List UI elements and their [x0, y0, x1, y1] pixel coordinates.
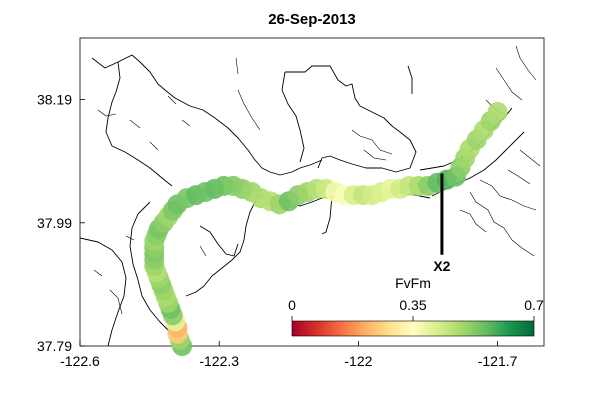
colorbar-gradient — [291, 320, 535, 337]
x-tick-label: -122 — [344, 353, 372, 369]
colorbar-tick-label: 0.7 — [524, 297, 544, 313]
county-boundary-3 — [321, 195, 333, 235]
shoreline-south-2 — [129, 201, 179, 341]
coastline-north — [105, 61, 173, 187]
colorbar-label: FvFm — [395, 275, 431, 291]
chart-title: 26-Sep-2013 — [268, 11, 356, 28]
x-tick-label: -121.7 — [478, 353, 518, 369]
inner-bay — [93, 57, 261, 315]
sample-points — [144, 101, 508, 356]
colorbar: FvFm 0 0.35 0.7 — [288, 275, 544, 337]
shoreline-south — [80, 237, 127, 346]
colorbar-tick-label: 0.35 — [399, 297, 426, 313]
coastline-west — [91, 54, 323, 176]
county-boundary-2 — [281, 71, 305, 163]
county-boundary — [285, 65, 417, 173]
x2-marker: X2 — [433, 173, 451, 274]
sample-point — [487, 101, 508, 122]
axis-ticks: -122.6 -122.3 -122 -121.7 37.79 37.99 38.19 — [37, 92, 518, 369]
delta-marsh — [459, 179, 537, 257]
marsh-islands — [97, 95, 393, 161]
y-tick-label: 37.99 — [37, 215, 72, 231]
y-tick-label: 38.19 — [37, 92, 72, 108]
x-tick-label: -122.6 — [60, 353, 100, 369]
x2-label: X2 — [433, 258, 450, 274]
y-tick-label: 37.79 — [37, 338, 72, 354]
colorbar-tick-label: 0 — [288, 297, 296, 313]
shoreline-east-2 — [199, 225, 239, 257]
x-tick-label: -122.3 — [199, 353, 239, 369]
county-boundary-4 — [407, 65, 413, 94]
